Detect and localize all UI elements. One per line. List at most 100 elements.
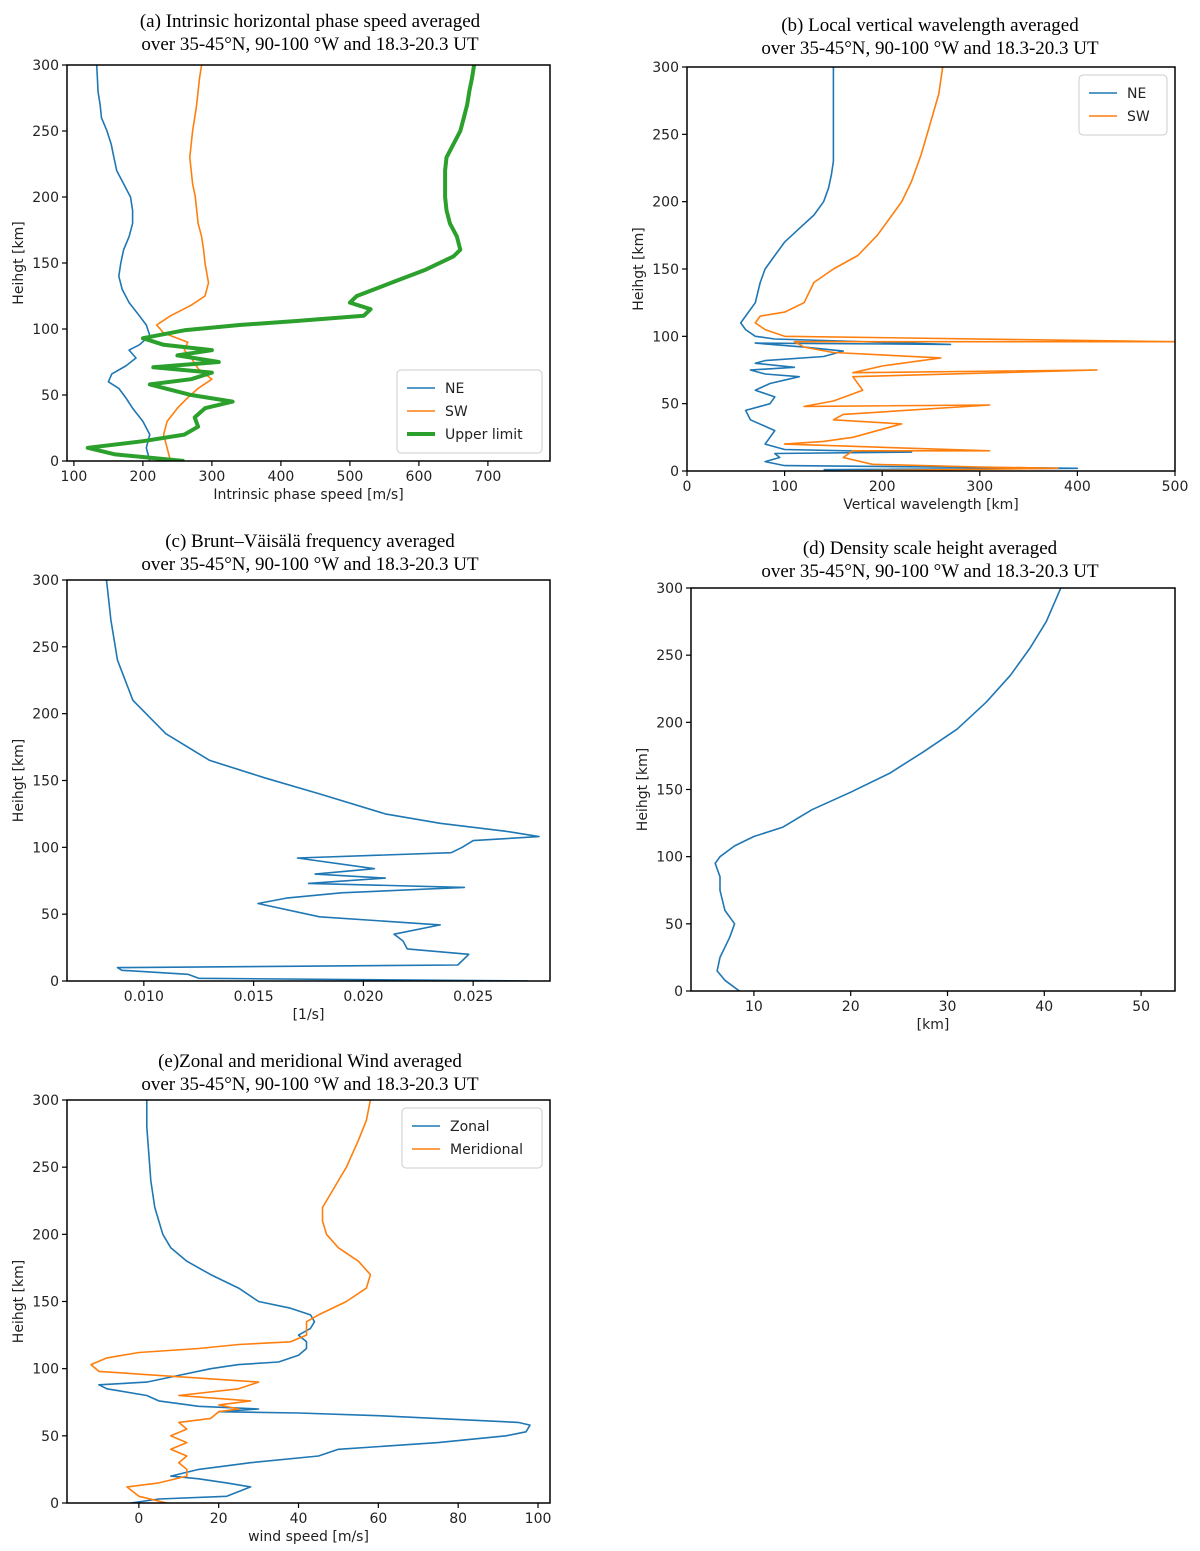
chart-b-xtick-label: 300 [966,479,993,495]
chart-c-ytick-label: 250 [32,640,59,656]
chart-c-xtick-label: 0.015 [234,989,274,1005]
chart-c-xlabel: [1/s] [293,1007,325,1023]
chart-a-ytick-label: 250 [32,124,59,140]
chart-b-xtick-label: 200 [869,479,896,495]
chart-b-title: (b) Local vertical wavelength averaged o… [680,14,1180,60]
chart-a-series-1-line [155,65,213,461]
chart-a-xlabel: Intrinsic phase speed [m/s] [213,487,403,503]
chart-b-xtick-label: 400 [1064,479,1091,495]
chart-e-xtick-label: 20 [210,1511,228,1527]
chart-e-legend-label: Zonal [450,1119,490,1135]
chart-c-title: (c) Brunt–Väisälä frequency averaged ove… [60,530,560,576]
chart-b-ytick-label: 100 [652,329,679,345]
chart-a-ytick-label: 200 [32,190,59,206]
chart-a-series-2-line [85,65,477,461]
chart-e-ytick-label: 150 [32,1295,59,1311]
chart-d-ytick-label: 100 [656,850,683,866]
chart-e-xtick-label: 100 [525,1511,552,1527]
chart-e: 0 50 100 150 200 250 300 0 20 40 60 80 100 wind speed… [11,1093,552,1545]
chart-a-xtick-label: 700 [475,469,502,485]
chart-a-ytick-label: 150 [32,256,59,272]
chart-b-title-line2: over 35-45°N, 90-100 °W and 18.3-20.3 UT [761,38,1099,59]
chart-b-series-0-line [739,67,1079,471]
chart-d-ytick-label: 200 [656,715,683,731]
chart-a-xtick-label: 600 [406,469,433,485]
chart-a-title-line1: (a) Intrinsic horizontal phase speed ave… [139,11,481,32]
chart-a-xtick-label: 500 [337,469,364,485]
chart-d-title-line1: (d) Density scale height averaged [802,538,1058,559]
chart-e-ylabel: Heihgt [km] [11,1260,27,1343]
chart-e-ytick-label: 200 [32,1227,59,1243]
chart-c-xtick-label: 0.025 [453,989,493,1005]
chart-e-legend-label: Meridional [450,1142,523,1158]
chart-e-series-1-line [90,1100,372,1503]
chart-e-xtick-label: 40 [290,1511,308,1527]
chart-b-xtick-label: 0 [683,479,692,495]
chart-a-title-line2: over 35-45°N, 90-100 °W and 18.3-20.3 UT [141,34,479,55]
chart-e-title-line2: over 35-45°N, 90-100 °W and 18.3-20.3 UT [141,1074,479,1095]
chart-e-xlabel: wind speed [m/s] [248,1529,369,1545]
chart-b-ytick-label: 300 [652,60,679,76]
chart-d-xtick-label: 30 [939,999,957,1015]
chart-e-title: (e)Zonal and meridional Wind averaged ov… [60,1050,560,1096]
chart-a-xtick-label: 200 [130,469,157,485]
chart-a-xtick-label: 100 [61,469,88,485]
chart-e-xtick-label: 80 [449,1511,467,1527]
chart-d-title-line2: over 35-45°N, 90-100 °W and 18.3-20.3 UT [761,561,1099,582]
chart-a: 0 50 100 150 200 250 300 100 200 300 400 500 600 700 I… [11,58,551,503]
chart-b-legend [1078,74,1168,136]
chart-c-title-line1: (c) Brunt–Väisälä frequency averaged [165,531,455,552]
chart-c: 0 50 100 150 200 250 300 0.010 0.015 0.020 0.025 [1… [11,573,551,1023]
chart-c-frame [66,579,551,982]
chart-c-ytick-label: 100 [32,840,59,856]
chart-c-ytick-label: 0 [50,974,59,990]
chart-d-ytick-label: 0 [674,984,683,1000]
chart-e-xtick-label: 0 [134,1511,143,1527]
chart-c-ytick-label: 300 [32,573,59,589]
chart-d-ytick-label: 50 [665,917,683,933]
chart-a-title: (a) Intrinsic horizontal phase speed ave… [60,10,560,56]
chart-e-legend [401,1107,543,1169]
chart-c-title-line2: over 35-45°N, 90-100 °W and 18.3-20.3 UT [141,554,479,575]
chart-c-ylabel: Heihgt [km] [11,739,27,822]
chart-d-xtick-label: 10 [745,999,763,1015]
chart-b-ylabel: Heihgt [km] [631,227,647,310]
chart-d-xtick-label: 40 [1035,999,1053,1015]
chart-e-ytick-label: 100 [32,1362,59,1378]
chart-b-xtick-label: 500 [1162,479,1189,495]
chart-b-ytick-label: 0 [670,464,679,480]
chart-d-frame [690,587,1176,992]
chart-d-ylabel: Heihgt [km] [635,748,651,831]
chart-b-ytick-label: 50 [661,397,679,413]
chart-c-xtick-label: 0.020 [343,989,383,1005]
chart-a-ytick-label: 50 [41,388,59,404]
chart-a-xtick-label: 300 [199,469,226,485]
chart-b-xlabel: Vertical wavelength [km] [843,497,1019,513]
chart-b-legend-label: SW [1127,109,1150,125]
chart-a-series-0-line [95,65,151,461]
chart-a-ytick-label: 0 [50,454,59,470]
chart-e-series-0-line [98,1100,531,1503]
chart-c-series-0-line [105,580,540,981]
chart-e-title-line1: (e)Zonal and meridional Wind averaged [158,1051,462,1072]
chart-a-legend-label: SW [445,404,468,420]
chart-d-ytick-label: 150 [656,783,683,799]
chart-b-series-1-line [754,67,1175,471]
chart-a-ylabel: Heihgt [km] [11,221,27,304]
chart-d: 0 50 100 150 200 250 300 10 20 30 40 50 [km] Heihgt [… [635,581,1176,1033]
chart-a-legend-label: NE [445,381,464,397]
chart-b-legend-label: NE [1127,86,1146,102]
chart-b: 0 50 100 150 200 250 300 0 100 200 300 400 500 Vertic… [631,60,1189,513]
chart-d-ytick-label: 300 [656,581,683,597]
chart-a-ytick-label: 300 [32,58,59,74]
chart-b-xtick-label: 100 [771,479,798,495]
chart-e-ytick-label: 250 [32,1160,59,1176]
chart-b-ytick-label: 200 [652,195,679,211]
chart-b-ytick-label: 150 [652,262,679,278]
chart-d-xtick-label: 50 [1132,999,1150,1015]
chart-c-xtick-label: 0.010 [124,989,164,1005]
chart-a-legend-label: Upper limit [445,427,523,443]
chart-e-xtick-label: 60 [369,1511,387,1527]
chart-d-xlabel: [km] [917,1017,950,1033]
chart-e-ytick-label: 50 [41,1429,59,1445]
